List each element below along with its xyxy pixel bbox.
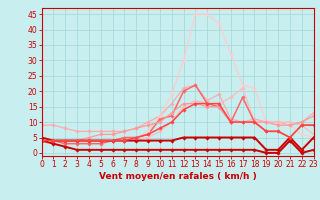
- X-axis label: Vent moyen/en rafales ( km/h ): Vent moyen/en rafales ( km/h ): [99, 172, 256, 181]
